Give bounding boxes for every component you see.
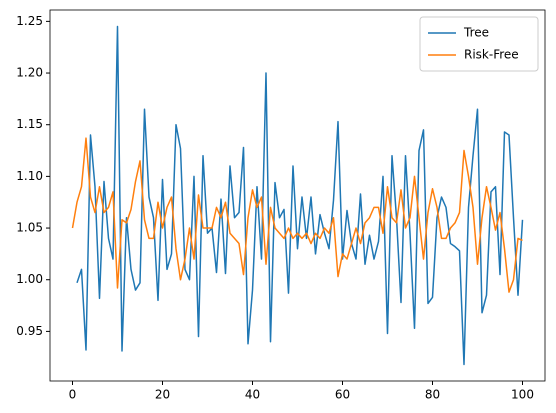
x-tick-label: 20 bbox=[155, 388, 170, 402]
x-tick-label: 80 bbox=[425, 388, 440, 402]
x-tick-label: 0 bbox=[69, 388, 77, 402]
y-tick-label: 1.20 bbox=[16, 66, 43, 80]
series-line bbox=[71, 137, 523, 293]
y-tick-label: 1.00 bbox=[16, 272, 43, 286]
x-tick-label: 100 bbox=[511, 388, 534, 402]
legend: Tree Risk-Free bbox=[419, 16, 539, 72]
y-tick-label: 1.25 bbox=[16, 14, 43, 28]
y-tick-label: 1.05 bbox=[16, 221, 43, 235]
legend-label: Risk-Free bbox=[464, 48, 519, 62]
legend-box bbox=[419, 16, 539, 72]
x-tick-label: 60 bbox=[335, 388, 350, 402]
y-tick-label: 1.10 bbox=[16, 169, 43, 183]
legend-label: Tree bbox=[463, 26, 489, 40]
y-tick-label: 0.95 bbox=[16, 324, 43, 338]
plot-frame bbox=[49, 9, 546, 382]
series-line bbox=[76, 25, 524, 366]
y-tick-label: 1.15 bbox=[16, 117, 43, 131]
x-tick-label: 40 bbox=[245, 388, 260, 402]
